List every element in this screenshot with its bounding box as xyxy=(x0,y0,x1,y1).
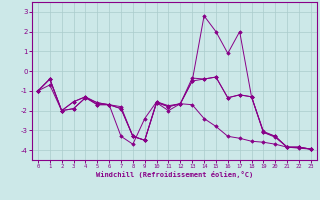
X-axis label: Windchill (Refroidissement éolien,°C): Windchill (Refroidissement éolien,°C) xyxy=(96,171,253,178)
